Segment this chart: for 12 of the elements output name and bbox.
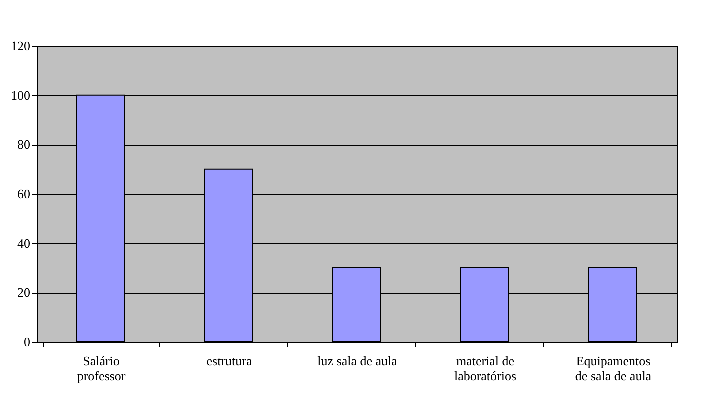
y-tick-label: 20: [18, 285, 30, 300]
y-tick-label: 40: [18, 236, 30, 251]
y-tick-label: 100: [11, 88, 30, 103]
x-tick-label: Equipamentos de sala de aula: [575, 354, 652, 384]
y-tick-label: 60: [18, 186, 30, 202]
x-tick-label: luz sala de aula: [318, 354, 398, 368]
x-tick-label: material de laboratórios: [454, 354, 517, 384]
y-tick-label: 120: [11, 38, 30, 54]
x-tick-label: Salário professor: [77, 354, 126, 384]
x-tick-label: estrutura: [206, 354, 252, 368]
y-tick-label: 0: [24, 334, 30, 350]
y-tick-label: 80: [18, 137, 30, 152]
